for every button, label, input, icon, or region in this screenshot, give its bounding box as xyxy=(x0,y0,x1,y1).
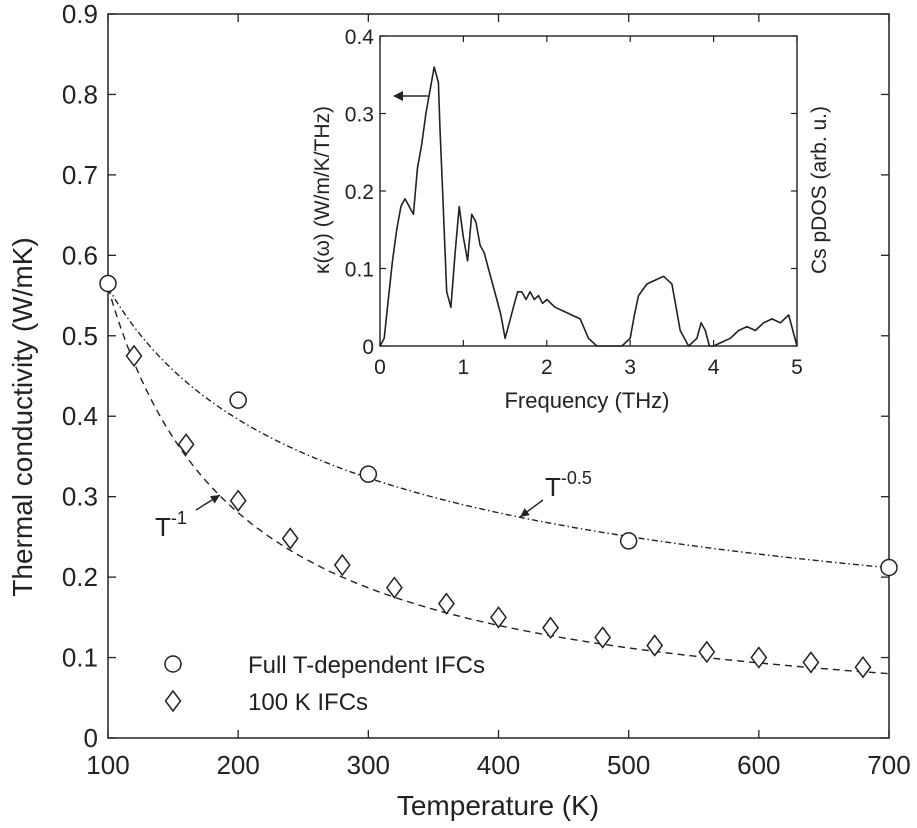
fit-label-t-half: T-0.5 xyxy=(545,468,592,502)
inset-x-tick-label: 1 xyxy=(458,356,470,379)
inset-x-tick-label: 5 xyxy=(791,356,803,379)
y-tick-label: 0.9 xyxy=(62,0,98,29)
y-tick-label: 0.5 xyxy=(62,321,98,351)
diamond-point xyxy=(177,433,195,456)
fit-label-t-inverse: T-1 xyxy=(155,508,187,542)
inset-x-tick-label: 0 xyxy=(374,356,386,379)
inset-x-tick-label: 4 xyxy=(708,356,720,379)
circle-point xyxy=(359,465,378,483)
fit-annotations: T-0.5T-1 xyxy=(155,468,592,542)
circle-point xyxy=(619,532,638,550)
diamond-point xyxy=(333,553,351,577)
fit-curve-t-inverse xyxy=(107,287,890,675)
diamond-point xyxy=(229,489,247,512)
legend-label: 100 K IFCs xyxy=(248,689,368,716)
diamond-point xyxy=(802,651,820,674)
inset-spectrum-chart: 0 1 2 3 4 5 0 0.1 0.2 0.3 0.4 Frequency (THz) κ(ω… xyxy=(311,26,831,413)
inset-right-axis-title: Cs pDOS (arb. u.) xyxy=(808,106,831,274)
circle-point xyxy=(229,391,247,409)
circle-point xyxy=(880,558,898,577)
fit-label-base: T xyxy=(155,512,171,542)
x-tick-label: 400 xyxy=(477,750,520,780)
inset-y-tick-label: 0.2 xyxy=(345,181,374,204)
inset-left-axis-arrow xyxy=(393,91,428,101)
inset-left-axis-title: κ(ω) (W/m/K/THz) xyxy=(311,106,334,274)
inset-x-axis-title: Frequency (THz) xyxy=(504,388,669,413)
y-axis-title: Thermal conductivity (W/mK) xyxy=(7,237,38,596)
diamond-point xyxy=(125,344,143,368)
y-tick-label: 0 xyxy=(84,723,98,753)
inset-arrow-head xyxy=(393,91,403,101)
y-tick-label: 0.2 xyxy=(62,562,98,592)
inset-x-tick-label: 2 xyxy=(541,356,553,379)
inset-series xyxy=(379,66,798,347)
x-tick-label: 500 xyxy=(607,750,650,780)
x-tick-label: 300 xyxy=(347,750,390,780)
fit-curves xyxy=(107,287,890,675)
inset-kappa-spectrum-line xyxy=(379,66,798,347)
fit-label-exponent: -0.5 xyxy=(561,468,592,488)
inset-x-tick-label: 3 xyxy=(624,356,636,379)
inset-y-tick-label: 0.3 xyxy=(345,104,374,127)
fit-arrow-t-half-head xyxy=(520,508,530,517)
diamond-point xyxy=(750,646,768,669)
circle-point xyxy=(99,274,117,293)
fit-label-exponent: -1 xyxy=(171,508,187,528)
main-y-axis: 0 0.1 0.2 0.3 0.4 0.5 0.6 0.7 0.8 0.9 xyxy=(62,0,889,753)
legend-label: Full T-dependent IFCs xyxy=(248,652,485,679)
fit-arrow-t-inverse-head xyxy=(210,495,220,504)
inset-y-axis: 0 0.1 0.2 0.3 0.4 xyxy=(345,26,797,359)
inset-y-tick-label: 0 xyxy=(362,336,374,359)
y-tick-label: 0.6 xyxy=(62,240,98,270)
diamond-point xyxy=(854,655,872,679)
x-tick-label: 600 xyxy=(737,750,780,780)
diamond-point xyxy=(281,527,299,550)
x-tick-label: 100 xyxy=(86,750,129,780)
data-points xyxy=(99,274,898,679)
diamond-point xyxy=(698,640,716,664)
fit-label-base: T xyxy=(545,472,561,502)
inset-y-tick-label: 0.1 xyxy=(345,259,374,282)
diamond-point xyxy=(385,576,403,599)
legend-marker-diamond xyxy=(164,689,182,713)
y-tick-label: 0.4 xyxy=(62,401,98,431)
main-x-axis: 100 200 300 400 500 600 700 xyxy=(86,14,911,780)
y-tick-label: 0.1 xyxy=(62,643,98,673)
inset-plot-border xyxy=(379,35,798,347)
diamond-point xyxy=(594,626,612,649)
inset-y-tick-label: 0.4 xyxy=(345,26,375,49)
diamond-point xyxy=(437,592,455,615)
y-tick-label: 0.3 xyxy=(62,482,98,512)
diamond-point xyxy=(490,606,507,629)
x-tick-label: 700 xyxy=(867,750,910,780)
y-tick-label: 0.7 xyxy=(62,160,98,190)
legend: Full T-dependent IFCs 100 K IFCs xyxy=(164,652,485,716)
legend-marker-circle xyxy=(164,655,182,673)
diamond-point xyxy=(542,616,560,640)
diamond-point xyxy=(646,634,664,657)
inset-x-axis: 0 1 2 3 4 5 xyxy=(374,36,803,379)
x-axis-title: Temperature (K) xyxy=(397,790,599,821)
x-tick-label: 200 xyxy=(216,750,259,780)
inset-plot-frame xyxy=(379,35,798,347)
y-tick-label: 0.8 xyxy=(62,79,98,109)
